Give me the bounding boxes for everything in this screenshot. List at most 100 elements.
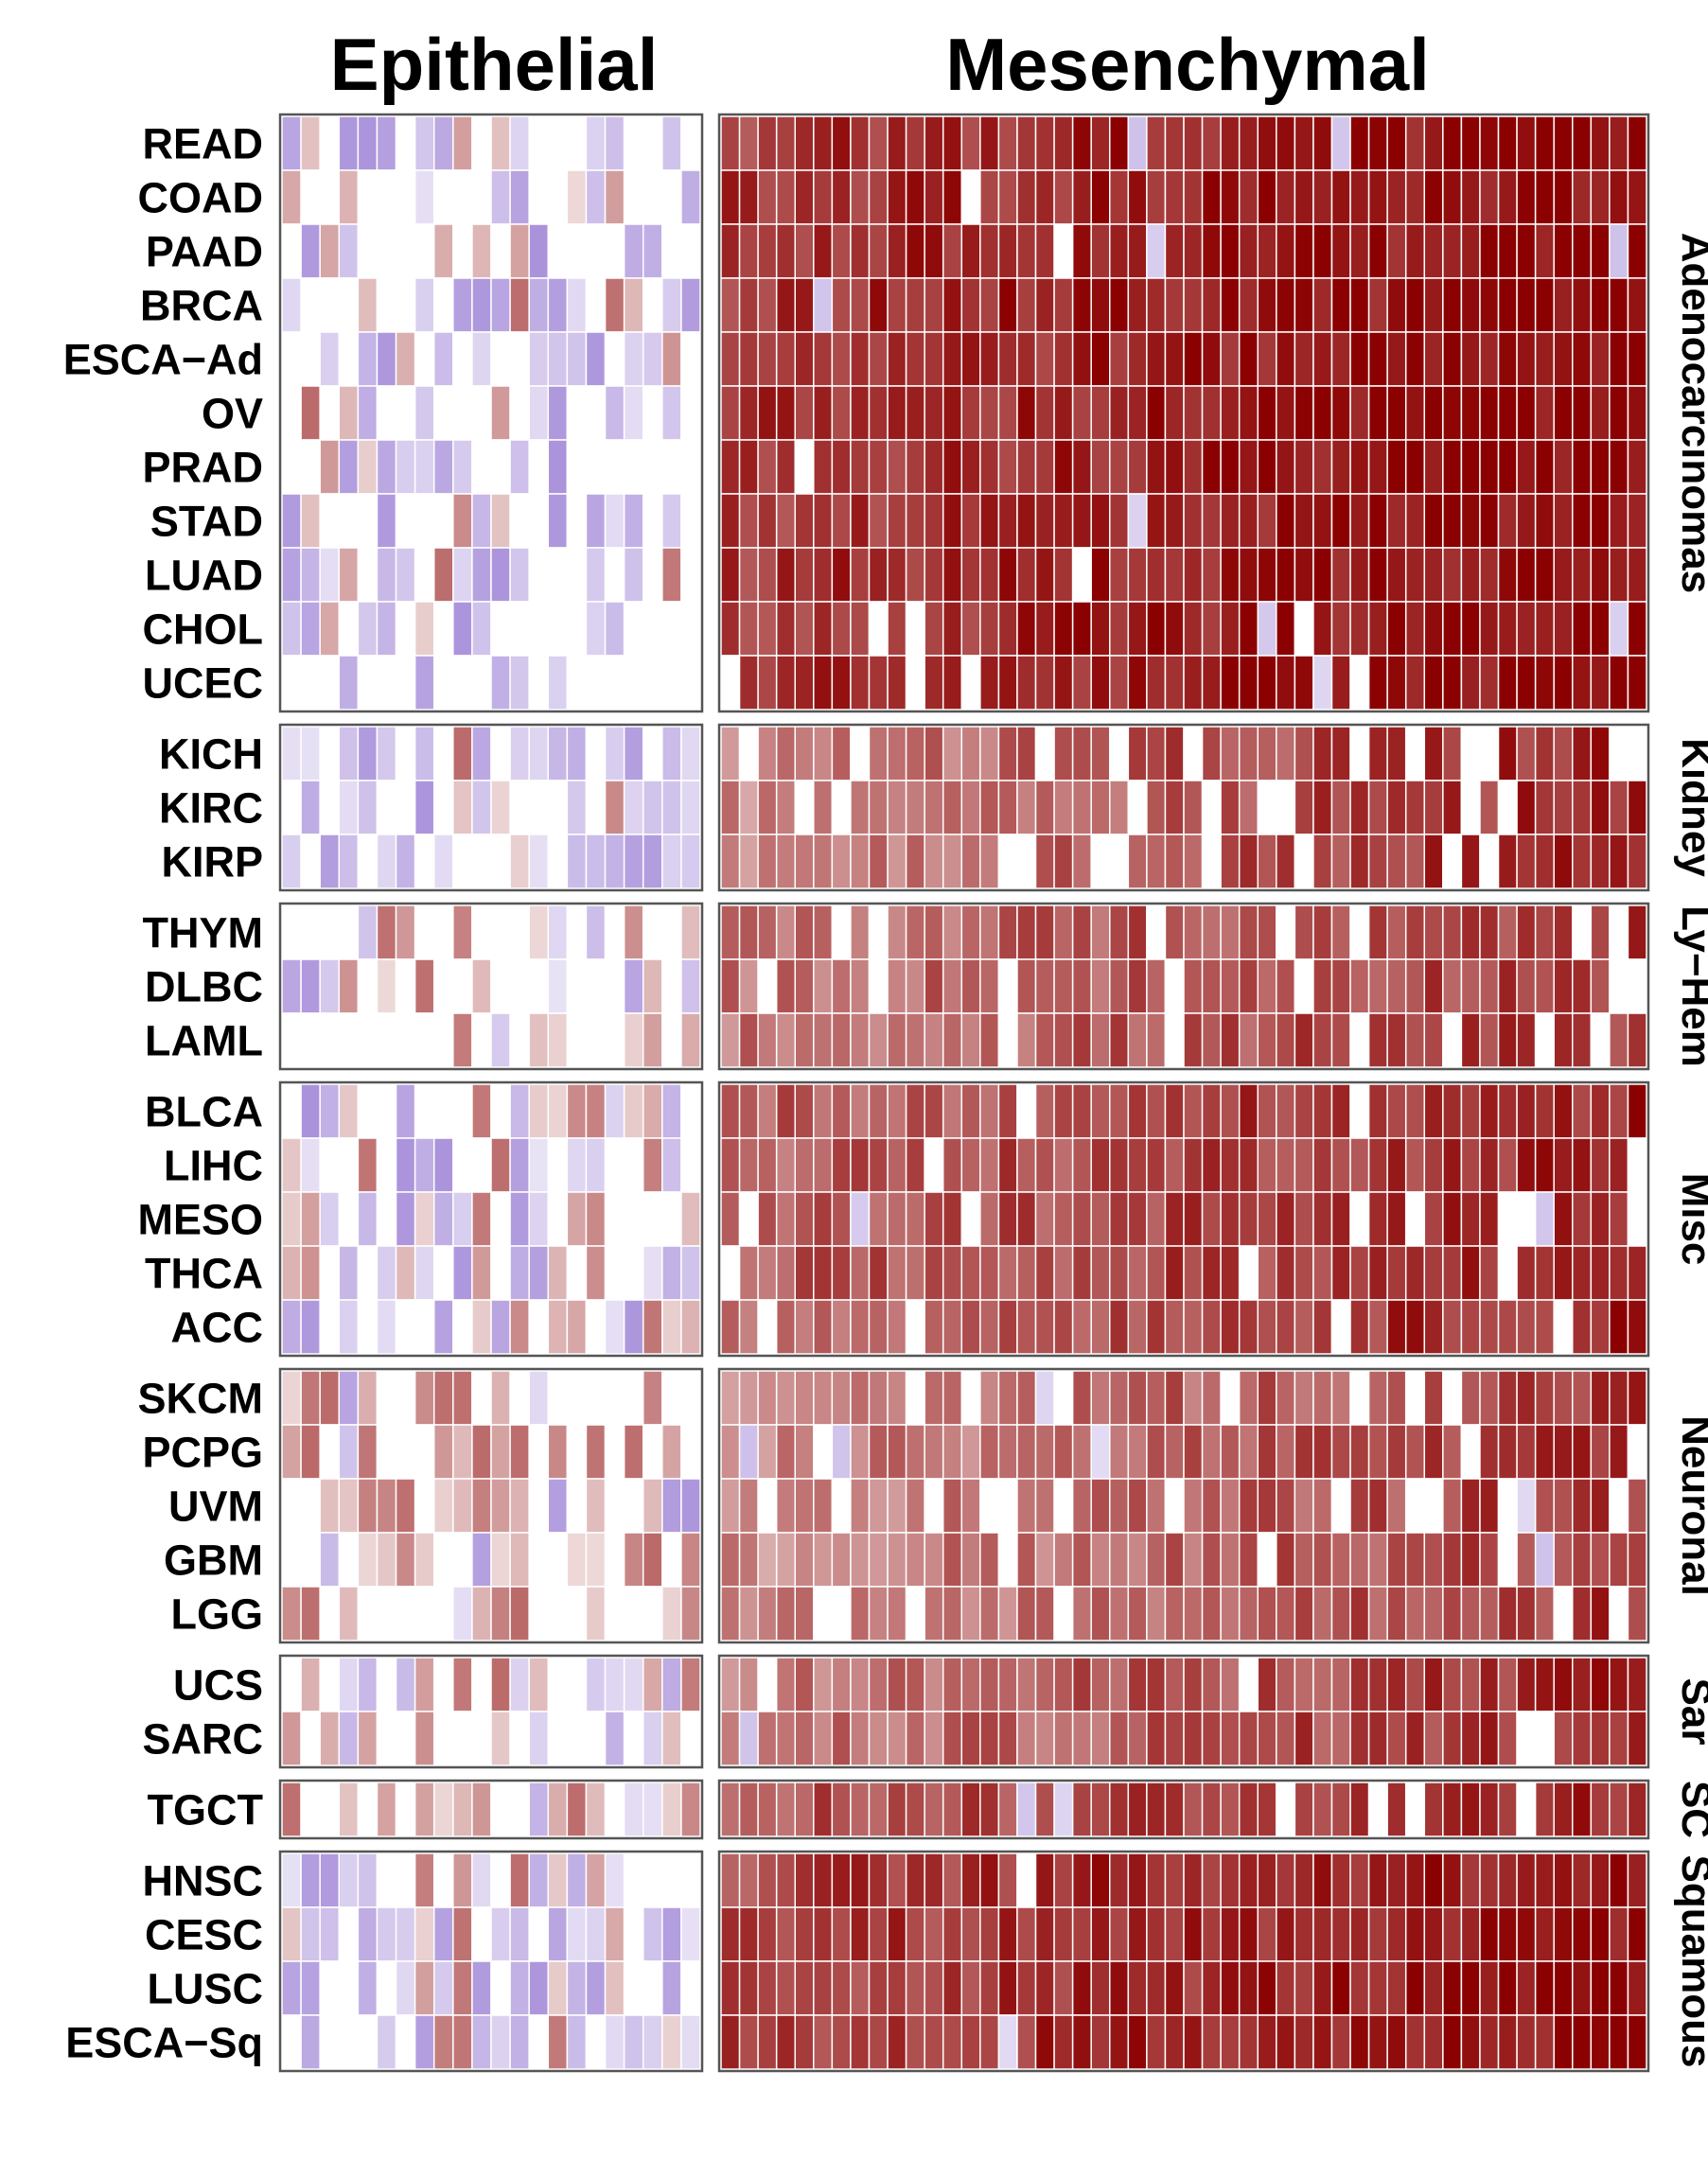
heatmap-cell <box>1349 1711 1370 1766</box>
heatmap-cell <box>281 601 302 657</box>
heatmap-cell <box>623 277 644 333</box>
heatmap-cell <box>831 1906 852 1962</box>
heatmap-cell <box>1590 115 1611 171</box>
heatmap-cell <box>1497 385 1518 441</box>
heatmap-cell <box>1349 780 1370 835</box>
heatmap-cell <box>585 958 607 1014</box>
heatmap-cell <box>1276 1083 1296 1139</box>
heatmap-cell <box>979 655 1000 711</box>
heatmap-cell <box>300 1852 321 1908</box>
heatmap-cell <box>1053 1083 1074 1139</box>
heatmap-cell <box>813 834 834 889</box>
heatmap-cell <box>1442 223 1463 279</box>
heatmap-cell <box>661 1782 682 1837</box>
heatmap-cell <box>813 1852 834 1908</box>
heatmap-cell <box>757 1245 778 1301</box>
heatmap-cell <box>1164 1191 1185 1247</box>
heatmap-cell <box>1090 277 1111 333</box>
heatmap-cell <box>1016 726 1037 781</box>
heatmap-cell <box>794 1852 815 1908</box>
heatmap-cell <box>547 223 569 279</box>
heatmap-cell <box>1330 169 1351 225</box>
heatmap-cell <box>1053 277 1074 333</box>
heatmap-cell <box>960 1960 981 2016</box>
heatmap-cell <box>319 169 341 225</box>
heatmap-cell <box>509 1424 530 1480</box>
heatmap-cell <box>850 958 871 1014</box>
heatmap-cell <box>1404 904 1426 960</box>
heatmap-cell <box>661 958 682 1014</box>
heatmap-cell <box>1627 1245 1647 1301</box>
heatmap-cell <box>868 1478 889 1534</box>
heatmap-cell <box>1034 2014 1055 2070</box>
heatmap-cell <box>1220 655 1241 711</box>
heatmap-cell <box>1109 277 1130 333</box>
heatmap-cell <box>1220 385 1241 441</box>
heatmap-cell <box>281 547 302 603</box>
heatmap-cell <box>642 1424 663 1480</box>
heatmap-cell <box>509 904 530 960</box>
heatmap-cell <box>1330 655 1351 711</box>
heatmap-cell <box>395 1299 416 1355</box>
heatmap-cell <box>1516 1960 1537 2016</box>
heatmap-cell <box>979 1657 1000 1712</box>
heatmap-cell <box>1330 601 1351 657</box>
heatmap-cell <box>414 780 435 835</box>
heatmap-cell <box>887 1478 907 1534</box>
heatmap-cell <box>414 1083 435 1139</box>
heatmap-cell <box>1201 331 1222 387</box>
heatmap-cell <box>1497 1586 1518 1642</box>
heatmap-cell <box>509 1478 530 1534</box>
heatmap-cell <box>471 834 492 889</box>
heatmap-cell <box>1276 655 1296 711</box>
heatmap-cell <box>1609 1906 1629 1962</box>
heatmap-cell <box>813 1657 834 1712</box>
heatmap-cell <box>566 1370 588 1426</box>
heatmap-cell <box>1460 2014 1481 2070</box>
heatmap-cell <box>1276 780 1296 835</box>
heatmap-cell <box>1164 493 1185 549</box>
heatmap-cell <box>1404 1245 1426 1301</box>
row-label: COAD <box>138 174 264 222</box>
heatmap-cell <box>720 1657 741 1712</box>
heatmap-cell <box>979 1906 1000 1962</box>
heatmap-cell <box>1572 1852 1593 1908</box>
heatmap-cell <box>661 1424 682 1480</box>
heatmap-cell <box>414 1532 435 1588</box>
heatmap-cell <box>1330 439 1351 495</box>
heatmap-cell <box>1294 1083 1314 1139</box>
heatmap-cell <box>1257 655 1277 711</box>
heatmap-cell <box>868 1852 889 1908</box>
heatmap-cell <box>281 331 302 387</box>
heatmap-cell <box>1516 1711 1537 1766</box>
heatmap-cell <box>1071 834 1092 889</box>
heatmap-cell <box>1627 277 1647 333</box>
heatmap-cell <box>1183 1478 1204 1534</box>
heatmap-cell <box>1201 493 1222 549</box>
heatmap-cell <box>471 1532 492 1588</box>
heatmap-cell <box>1238 493 1259 549</box>
heatmap-cell <box>905 169 925 225</box>
heatmap-cell <box>1053 493 1074 549</box>
heatmap-cell <box>1071 1852 1092 1908</box>
heatmap-cell <box>319 115 341 171</box>
heatmap-cell <box>757 1852 778 1908</box>
heatmap-cell <box>775 2014 796 2070</box>
heatmap-cell <box>1016 1191 1037 1247</box>
heatmap-cell <box>738 1711 759 1766</box>
heatmap-cell <box>357 726 379 781</box>
heatmap-cell <box>528 169 550 225</box>
heatmap-cell <box>414 834 435 889</box>
heatmap-cell <box>868 958 889 1014</box>
heatmap-cell <box>1553 223 1574 279</box>
heatmap-cell <box>319 1424 341 1480</box>
heatmap-cell <box>1572 493 1593 549</box>
heatmap-cell <box>642 834 663 889</box>
heatmap-cell <box>490 115 511 171</box>
heatmap-cell <box>642 726 663 781</box>
heatmap-cell <box>1053 1711 1074 1766</box>
heatmap-cell <box>1497 169 1518 225</box>
heatmap-cell <box>1294 601 1314 657</box>
heatmap-cell <box>1404 958 1426 1014</box>
heatmap-cell <box>738 331 759 387</box>
